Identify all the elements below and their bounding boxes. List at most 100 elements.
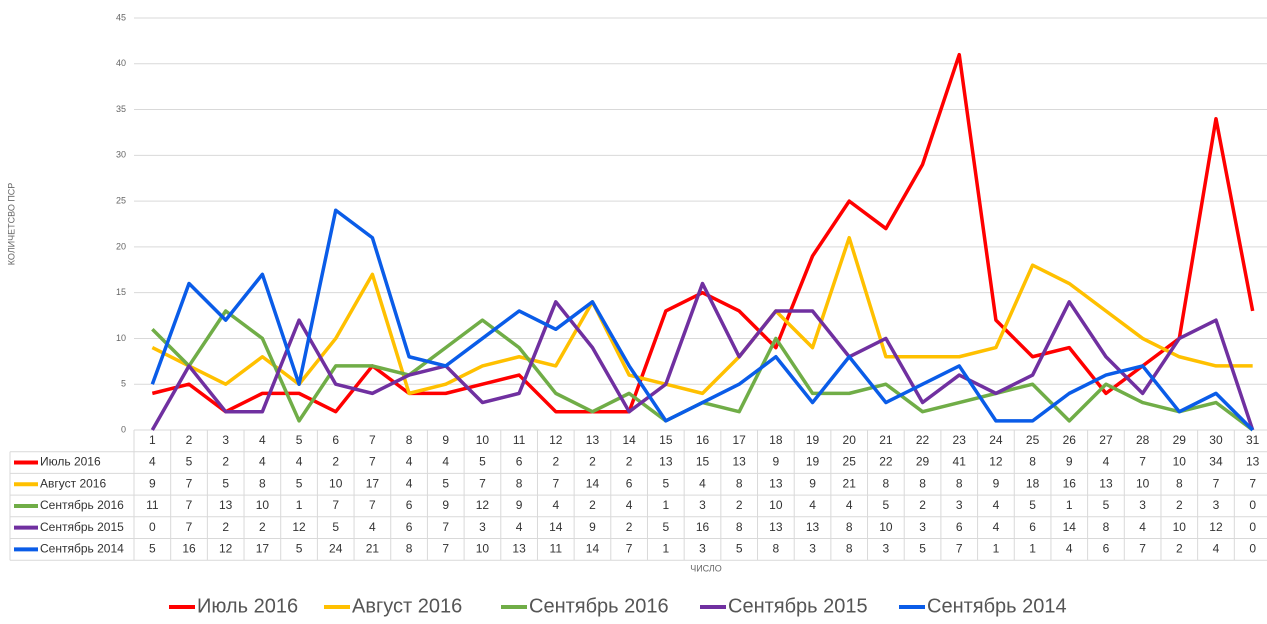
table-cell: 21: [843, 476, 857, 490]
x-tick-label: 26: [1063, 433, 1077, 447]
table-cell: 7: [442, 520, 449, 534]
x-tick-label: 10: [476, 433, 490, 447]
table-cell: 1: [1066, 498, 1073, 512]
y-tick-label: 0: [121, 424, 126, 434]
x-tick-label: 2: [186, 433, 193, 447]
table-cell: 4: [516, 520, 523, 534]
table-cell: 3: [699, 542, 706, 556]
table-cell: 9: [589, 520, 596, 534]
table-cell: 25: [843, 455, 857, 469]
x-tick-label: 28: [1136, 433, 1150, 447]
table-cell: 4: [369, 520, 376, 534]
table-cell: 12: [989, 455, 1003, 469]
table-cell: 12: [476, 498, 490, 512]
series-line: [151, 52, 1255, 414]
table-cell: 9: [773, 455, 780, 469]
x-tick-label: 14: [622, 433, 636, 447]
x-tick-label: 6: [332, 433, 339, 447]
table-cell: 4: [406, 476, 413, 490]
legend-label: Сентябрь 2015: [728, 595, 868, 617]
table-cell: 5: [736, 542, 743, 556]
table-cell: 8: [736, 476, 743, 490]
table-cell: 8: [883, 476, 890, 490]
table-cell: 7: [479, 476, 486, 490]
table-cell: 16: [182, 542, 196, 556]
table-cell: 1: [296, 498, 303, 512]
table-cell: 9: [516, 498, 523, 512]
table-cell: 14: [1063, 520, 1077, 534]
table-cell: 10: [329, 476, 343, 490]
y-tick-label: 45: [116, 12, 126, 22]
table-cell: 7: [956, 542, 963, 556]
table-cell: 14: [586, 476, 600, 490]
x-tick-label: 17: [732, 433, 746, 447]
table-cell: 13: [659, 455, 673, 469]
x-tick-label: 27: [1099, 433, 1113, 447]
y-tick-label: 20: [116, 241, 126, 251]
table-cell: 4: [149, 455, 156, 469]
table-cell: 0: [1249, 520, 1256, 534]
table-cell: 7: [552, 476, 559, 490]
series-line: [150, 281, 1255, 431]
x-tick-label: 13: [586, 433, 600, 447]
table-cell: 2: [332, 455, 339, 469]
table-cell: 0: [1249, 542, 1256, 556]
table-cell: 17: [366, 476, 380, 490]
table-cell: 6: [626, 476, 633, 490]
table-cell: 4: [846, 498, 853, 512]
x-tick-label: 8: [406, 433, 413, 447]
table-cell: 1: [993, 542, 1000, 556]
table-cell: 8: [846, 520, 853, 534]
table-cell: 13: [732, 455, 746, 469]
table-cell: 10: [769, 498, 783, 512]
table-cell: 2: [552, 455, 559, 469]
table-cell: 0: [149, 520, 156, 534]
table-cell: 3: [699, 498, 706, 512]
table-cell: 2: [589, 498, 596, 512]
table-cell: 8: [1029, 455, 1036, 469]
x-tick-label: 4: [259, 433, 266, 447]
table-cell: 2: [919, 498, 926, 512]
table-series-name: Сентябрь 2016: [40, 498, 124, 512]
table-cell: 5: [332, 520, 339, 534]
table-cell: 7: [1139, 542, 1146, 556]
table-cell: 7: [369, 498, 376, 512]
x-tick-label: 16: [696, 433, 710, 447]
table-cell: 3: [883, 542, 890, 556]
table-cell: 12: [292, 520, 306, 534]
table-cell: 6: [1103, 542, 1110, 556]
table-cell: 24: [329, 542, 343, 556]
x-tick-label: 15: [659, 433, 673, 447]
table-cell: 5: [186, 455, 193, 469]
y-tick-label: 25: [116, 195, 126, 205]
table-cell: 8: [259, 476, 266, 490]
table-series-name: Июль 2016: [40, 455, 101, 469]
table-cell: 7: [369, 455, 376, 469]
table-cell: 4: [552, 498, 559, 512]
table-cell: 34: [1209, 455, 1223, 469]
table-cell: 11: [146, 498, 159, 512]
x-tick-label: 20: [843, 433, 857, 447]
x-tick-label: 30: [1209, 433, 1223, 447]
table-cell: 4: [626, 498, 633, 512]
table-cell: 6: [516, 455, 523, 469]
table-cell: 8: [846, 542, 853, 556]
table-cell: 10: [256, 498, 270, 512]
table-cell: 5: [222, 476, 229, 490]
table-cell: 5: [149, 542, 156, 556]
table-cell: 13: [769, 520, 783, 534]
table-cell: 10: [1136, 476, 1150, 490]
table-cell: 19: [806, 455, 820, 469]
table-cell: 3: [809, 542, 816, 556]
table-cell: 1: [662, 498, 669, 512]
y-tick-label: 15: [116, 287, 126, 297]
x-tick-label: 9: [442, 433, 449, 447]
table-cell: 4: [406, 455, 413, 469]
table-cell: 5: [296, 476, 303, 490]
table-cell: 5: [1103, 498, 1110, 512]
series-line: [151, 235, 1253, 396]
table-cell: 13: [1099, 476, 1113, 490]
table-cell: 8: [773, 542, 780, 556]
x-tick-label: 3: [222, 433, 229, 447]
table-cell: 6: [406, 520, 413, 534]
